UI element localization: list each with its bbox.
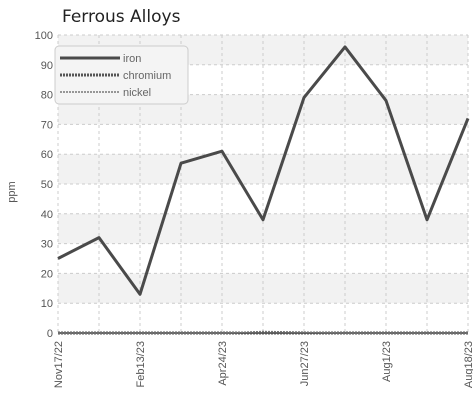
legend-label-nickel: nickel bbox=[123, 87, 151, 99]
x-tick-label: Aug18/23 bbox=[463, 341, 473, 388]
legend-label-chromium: chromium bbox=[123, 70, 171, 82]
series-line-nickel bbox=[58, 330, 468, 334]
x-tick-label: Aug1/23 bbox=[381, 341, 393, 382]
y-tick-label: 60 bbox=[41, 149, 53, 161]
x-tick-label: Nov17/22 bbox=[53, 341, 65, 388]
chart-title: Ferrous Alloys bbox=[62, 7, 181, 27]
y-tick-label: 90 bbox=[41, 60, 53, 72]
series-line-iron bbox=[57, 45, 470, 296]
x-tick-label: Feb13/23 bbox=[135, 341, 147, 387]
y-tick-label: 10 bbox=[41, 298, 53, 310]
x-axis-ticks: Nov17/22 Feb13/23 Apr24/23 Jun27/23 Aug1/23 A… bbox=[53, 341, 473, 388]
y-tick-label: 70 bbox=[41, 119, 53, 131]
y-tick-label: 0 bbox=[47, 328, 53, 340]
y-axis-label: ppm bbox=[6, 181, 18, 202]
legend-box bbox=[54, 45, 189, 105]
x-tick-label: Apr24/23 bbox=[217, 341, 229, 386]
series-lines bbox=[57, 45, 470, 335]
y-tick-label: 30 bbox=[41, 239, 53, 251]
legend-label-iron: iron bbox=[123, 53, 141, 65]
legend: iron chromium nickel bbox=[54, 45, 189, 105]
y-tick-label: 50 bbox=[41, 179, 53, 191]
y-tick-label: 80 bbox=[41, 90, 53, 102]
x-tick-label: Jun27/23 bbox=[299, 341, 311, 386]
y-axis-ticks: 0 10 20 30 40 50 60 70 80 90 100 bbox=[35, 30, 53, 340]
y-tick-label: 20 bbox=[41, 268, 53, 280]
y-tick-label: 40 bbox=[41, 209, 53, 221]
y-tick-label: 100 bbox=[35, 30, 53, 42]
